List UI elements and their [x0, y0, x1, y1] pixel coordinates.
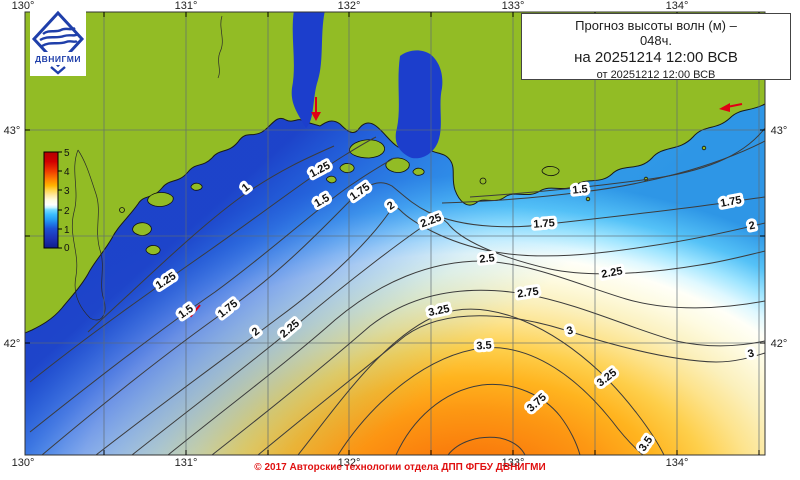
graticule [25, 12, 765, 455]
colorbar-label: 5 [64, 148, 70, 159]
amur-bay [291, 12, 325, 128]
map-frame [24, 11, 766, 456]
lon-label-bottom: 131° [175, 457, 198, 469]
lat-label-right: 42° [771, 338, 788, 350]
lon-label-top: 132° [338, 0, 361, 12]
forecast-title-box: Прогноз высоты волн (м) – 048ч. на 20251… [521, 13, 791, 81]
lat-label-left: 42° [4, 338, 21, 350]
wave-height-contours [29, 127, 765, 455]
colorbar-label: 3 [64, 186, 70, 197]
islands [119, 139, 707, 256]
lon-label-top: 131° [175, 0, 198, 12]
lat-label-right: 43° [771, 125, 788, 137]
forecast-base-time: от 20251212 12:00 ВСВ [596, 69, 716, 81]
logo-waves-icon [39, 26, 79, 48]
institute-logo: ДВНИГМИ [30, 9, 86, 76]
lon-label-top: 130° [12, 0, 35, 12]
color-scale: 5 4 3 2 1 0 [43, 148, 70, 254]
river-lagoon-outlines [71, 15, 223, 321]
lat-label-left: 43° [4, 125, 21, 137]
edge-ticks [25, 12, 765, 455]
copyright-text: © 2017 Авторские технологии отдела ДПП Ф… [254, 462, 546, 473]
contour-label: 1.5 [572, 183, 588, 197]
contour-label: 1.75 [533, 217, 555, 230]
logo-chevron-icon [50, 66, 66, 75]
colorbar-label: 1 [64, 225, 70, 236]
check-arrow-icon [184, 304, 201, 318]
forecast-valid-time: на 20251214 12:00 ВСВ [574, 49, 738, 66]
logo-graphic: ДВНИГМИ [31, 10, 85, 75]
forecast-title: Прогноз высоты волн (м) – [575, 18, 737, 33]
lon-label-bottom: 134° [666, 457, 689, 469]
colorbar-label: 4 [64, 167, 70, 178]
colorbar-label: 0 [64, 243, 70, 254]
contour-label: 2.5 [479, 252, 495, 266]
logo-text: ДВНИГМИ [35, 54, 81, 64]
red-marker-arrows [184, 97, 743, 318]
lon-label-top: 134° [666, 0, 689, 12]
logo-text-band [32, 52, 84, 65]
contour-label: 3.5 [476, 339, 492, 352]
forecast-lead-time: 048ч. [639, 33, 673, 48]
colorbar-label: 2 [64, 206, 70, 217]
lon-label-bottom: 130° [12, 457, 35, 469]
lon-label-bottom: 132° [338, 457, 361, 469]
axis-labels: 130° 131° 132° 133° 134° 130° 131° 132° … [4, 0, 788, 469]
lon-label-top: 133° [502, 0, 525, 12]
ussuri-bay [395, 50, 443, 159]
lon-label-bottom: 133° [502, 457, 525, 469]
